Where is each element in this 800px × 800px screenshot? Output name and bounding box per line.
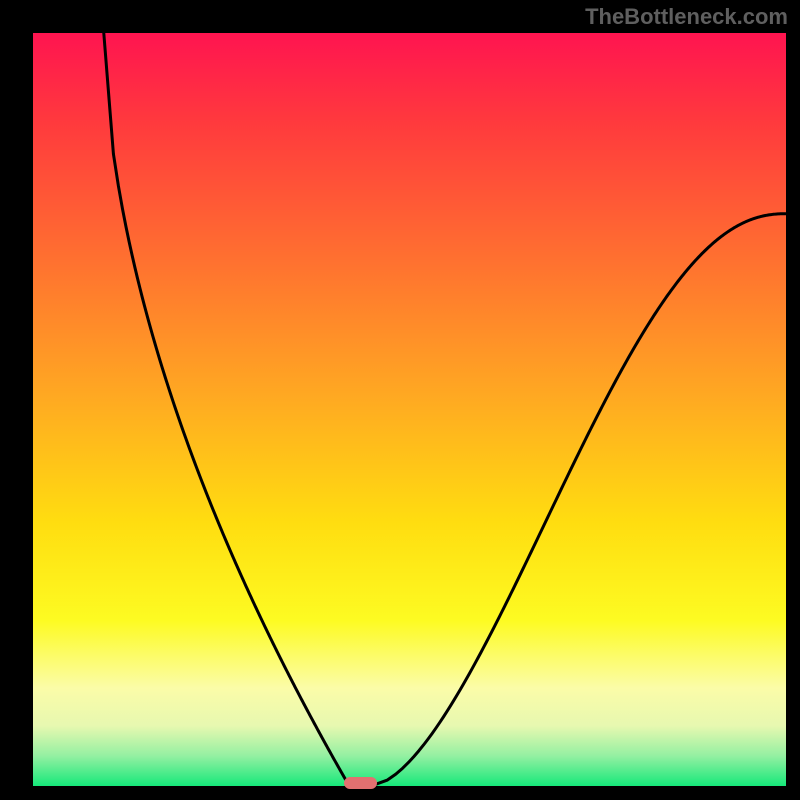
plot-area	[33, 33, 786, 786]
figure-frame: TheBottleneck.com	[0, 0, 800, 800]
watermark-text: TheBottleneck.com	[585, 4, 788, 30]
gradient-background	[33, 33, 786, 786]
optimum-marker	[344, 777, 377, 790]
